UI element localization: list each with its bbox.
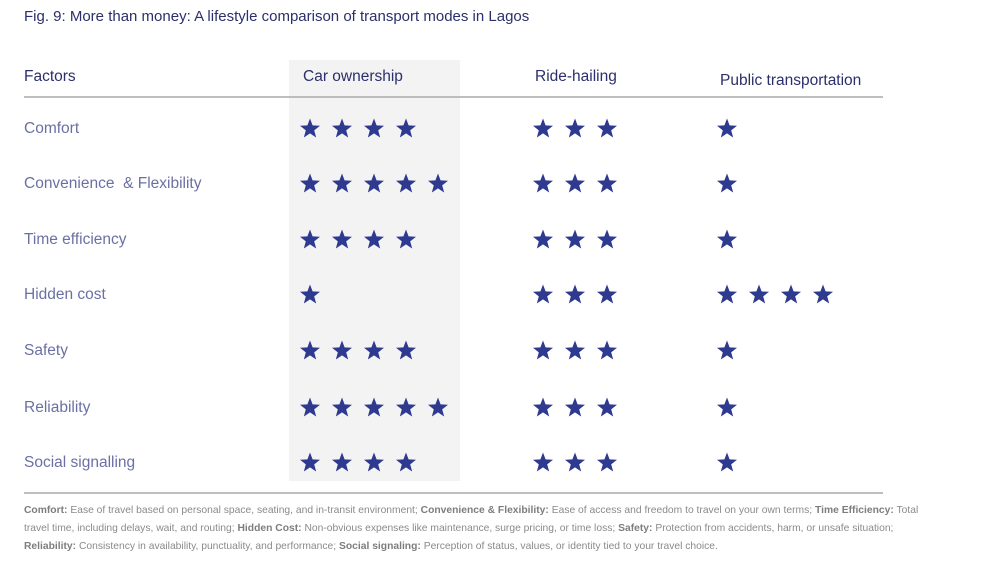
star bbox=[332, 397, 352, 417]
star bbox=[565, 452, 585, 472]
footnote-term: Hidden Cost: bbox=[237, 523, 302, 534]
star bbox=[364, 173, 384, 193]
star bbox=[565, 118, 585, 138]
star bbox=[565, 397, 585, 417]
star bbox=[565, 340, 585, 360]
star bbox=[533, 118, 553, 138]
star bbox=[565, 229, 585, 249]
footnote-term: Time Efficiency: bbox=[815, 505, 894, 516]
star bbox=[332, 118, 352, 138]
column-header: Public transportation bbox=[720, 72, 861, 89]
star bbox=[597, 173, 617, 193]
title: Fig. 9: More than money: A lifestyle com… bbox=[24, 8, 529, 25]
star bbox=[717, 284, 737, 304]
star bbox=[597, 397, 617, 417]
star bbox=[533, 340, 553, 360]
footnote-term: Social signaling: bbox=[339, 541, 421, 552]
column-header: Ride-hailing bbox=[535, 68, 617, 85]
star bbox=[300, 173, 320, 193]
star bbox=[300, 284, 320, 304]
star bbox=[364, 229, 384, 249]
star bbox=[364, 118, 384, 138]
star bbox=[364, 397, 384, 417]
star bbox=[533, 452, 553, 472]
footnote-text: Protection from accidents, harm, or unsa… bbox=[655, 523, 894, 534]
star bbox=[332, 173, 352, 193]
star bbox=[717, 173, 737, 193]
star bbox=[565, 284, 585, 304]
star bbox=[300, 229, 320, 249]
column-header: Car ownership bbox=[303, 68, 403, 85]
star bbox=[533, 173, 553, 193]
star bbox=[364, 340, 384, 360]
row-label: Social signalling bbox=[24, 454, 135, 471]
row-label: Hidden cost bbox=[24, 286, 107, 303]
star bbox=[300, 397, 320, 417]
footnote-term: Convenience & Flexibility: bbox=[420, 505, 549, 516]
star bbox=[396, 340, 416, 360]
footnote-term: Comfort: bbox=[24, 505, 68, 516]
star bbox=[428, 173, 448, 193]
star bbox=[565, 173, 585, 193]
star bbox=[597, 452, 617, 472]
star bbox=[428, 397, 448, 417]
star bbox=[396, 452, 416, 472]
column-header: Factors bbox=[24, 68, 76, 85]
star bbox=[717, 340, 737, 360]
star bbox=[332, 452, 352, 472]
star bbox=[813, 284, 833, 304]
footnote-text: Perception of status, values, or identit… bbox=[423, 541, 718, 552]
star bbox=[300, 452, 320, 472]
star bbox=[396, 397, 416, 417]
footnote-text: Ease of travel based on personal space, … bbox=[70, 505, 418, 516]
footnote: Comfort: Ease of travel based on persona… bbox=[24, 502, 924, 556]
star bbox=[533, 284, 553, 304]
figure: Fig. 9: More than money: A lifestyle com… bbox=[24, 8, 883, 494]
star bbox=[717, 118, 737, 138]
star bbox=[396, 173, 416, 193]
row-label: Reliability bbox=[24, 399, 91, 416]
star bbox=[300, 340, 320, 360]
star bbox=[332, 229, 352, 249]
star bbox=[717, 397, 737, 417]
star bbox=[533, 229, 553, 249]
star bbox=[749, 284, 769, 304]
footnote-text: Ease of access and freedom to travel on … bbox=[551, 505, 813, 516]
star bbox=[533, 397, 553, 417]
star bbox=[717, 229, 737, 249]
row-label: Time efficiency bbox=[24, 231, 127, 248]
star bbox=[597, 284, 617, 304]
star bbox=[597, 340, 617, 360]
star bbox=[597, 118, 617, 138]
star bbox=[396, 229, 416, 249]
star bbox=[597, 229, 617, 249]
star bbox=[717, 452, 737, 472]
footnote-term: Safety: bbox=[618, 523, 653, 534]
star bbox=[364, 452, 384, 472]
footnote-text: Consistency in availability, punctuality… bbox=[78, 541, 337, 552]
footnote-text: Total travel time, including delays, wai… bbox=[24, 505, 919, 534]
star bbox=[396, 118, 416, 138]
star bbox=[332, 340, 352, 360]
row-label: Comfort bbox=[24, 120, 80, 137]
footnote-term: Reliability: bbox=[24, 541, 77, 552]
star bbox=[781, 284, 801, 304]
row-label: Safety bbox=[24, 342, 68, 359]
footnote-text: Non-obvious expenses like maintenance, s… bbox=[304, 523, 616, 534]
row-label: Convenience & Flexibility bbox=[24, 175, 202, 192]
star bbox=[300, 118, 320, 138]
